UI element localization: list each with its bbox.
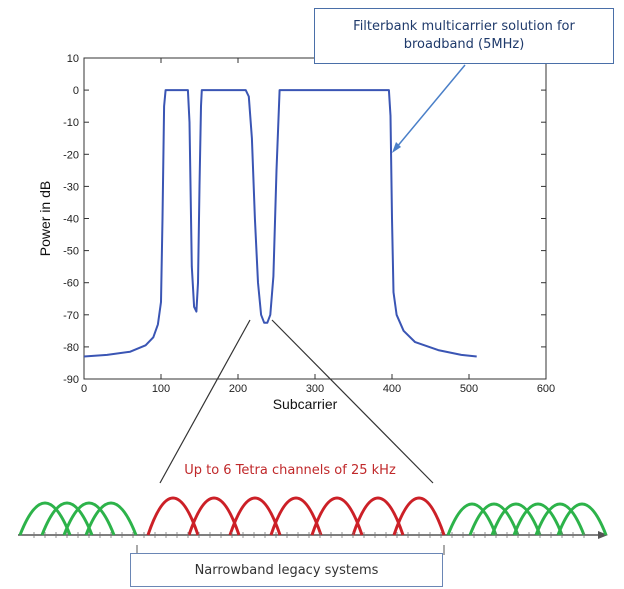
power-spectrum-plot: 0 100 200 300 400 500 600100-10-20-30-40-50-60…: [37, 53, 555, 412]
y-tick-label: 10: [67, 53, 79, 65]
y-tick-label: -70: [63, 310, 79, 322]
filterbank-callout-line1: Filterbank multicarrier solution for: [315, 18, 613, 36]
narrowband-callout: Narrowband legacy systems: [130, 553, 443, 587]
y-tick-label: -80: [63, 342, 79, 354]
x-axis-label: Subcarrier: [273, 396, 338, 412]
tetra-channels-label: Up to 6 Tetra channels of 25 kHz: [130, 463, 450, 478]
x-tick-label: 400: [383, 383, 401, 395]
x-tick-label: 600: [537, 383, 555, 395]
y-tick-label: -30: [63, 181, 79, 193]
y-tick-label: -40: [63, 214, 79, 226]
x-tick-label: 500: [460, 383, 478, 395]
filterbank-callout-line2: broadband (5MHz): [315, 36, 613, 54]
y-tick-label: -60: [63, 278, 79, 290]
plot-frame: [84, 58, 546, 379]
x-tick-label: 200: [229, 383, 247, 395]
subcarrier-diagram: [18, 498, 608, 555]
x-tick-label: 300: [306, 383, 324, 395]
y-tick-label: 0: [73, 85, 79, 97]
filterbank-callout: Filterbank multicarrier solution for bro…: [314, 8, 614, 64]
y-tick-label: -10: [63, 117, 79, 129]
y-tick-label: -90: [63, 374, 79, 386]
y-axis-label: Power in dB: [37, 181, 53, 256]
x-tick-label: 100: [152, 383, 170, 395]
y-tick-label: -20: [63, 149, 79, 161]
x-tick-label: 0: [81, 383, 87, 395]
y-tick-label: -50: [63, 246, 79, 258]
